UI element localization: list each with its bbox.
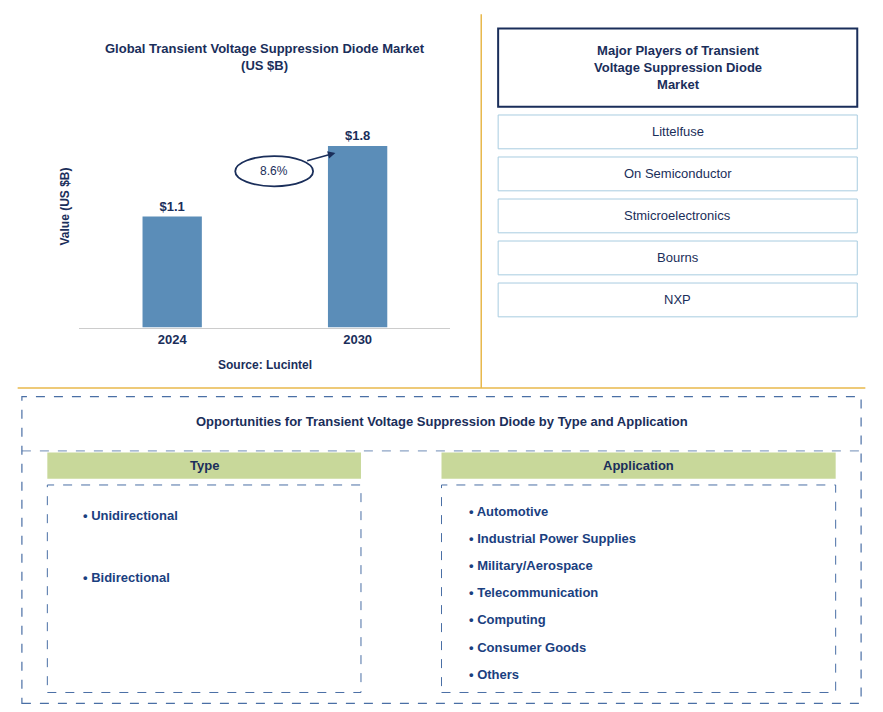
svg-text:Type: Type xyxy=(190,458,219,473)
svg-text:• Computing: • Computing xyxy=(469,612,546,627)
svg-text:On Semiconductor: On Semiconductor xyxy=(624,166,732,181)
svg-text:Littelfuse: Littelfuse xyxy=(652,124,704,139)
svg-text:• Industrial Power Supplies: • Industrial Power Supplies xyxy=(469,531,636,546)
svg-text:8.6%: 8.6% xyxy=(260,164,288,178)
svg-text:• Automotive: • Automotive xyxy=(469,504,548,519)
svg-text:Application: Application xyxy=(603,458,674,473)
svg-text:NXP: NXP xyxy=(664,292,691,307)
svg-text:Opportunities for Transient Vo: Opportunities for Transient Voltage Supp… xyxy=(196,414,688,429)
svg-text:2024: 2024 xyxy=(158,332,188,347)
svg-text:Source: Lucintel: Source: Lucintel xyxy=(218,358,312,372)
svg-text:• Consumer Goods: • Consumer Goods xyxy=(469,640,586,655)
svg-text:• Bidirectional: • Bidirectional xyxy=(83,570,170,585)
svg-text:$1.8: $1.8 xyxy=(345,128,370,143)
svg-text:Stmicroelectronics: Stmicroelectronics xyxy=(624,208,731,223)
svg-text:$1.1: $1.1 xyxy=(160,199,185,214)
svg-text:• Military/Aerospace: • Military/Aerospace xyxy=(469,558,593,573)
svg-text:Global Transient Voltage Suppr: Global Transient Voltage Suppression Dio… xyxy=(105,41,425,73)
svg-text:Value (US $B): Value (US $B) xyxy=(58,167,72,245)
svg-text:2030: 2030 xyxy=(343,332,372,347)
svg-text:• Telecommunication: • Telecommunication xyxy=(469,585,598,600)
svg-text:Major Players of TransientVolt: Major Players of TransientVoltage Suppre… xyxy=(594,43,762,92)
svg-text:Bourns: Bourns xyxy=(657,250,699,265)
svg-text:• Others: • Others xyxy=(469,667,519,682)
svg-text:• Unidirectional: • Unidirectional xyxy=(83,508,178,523)
